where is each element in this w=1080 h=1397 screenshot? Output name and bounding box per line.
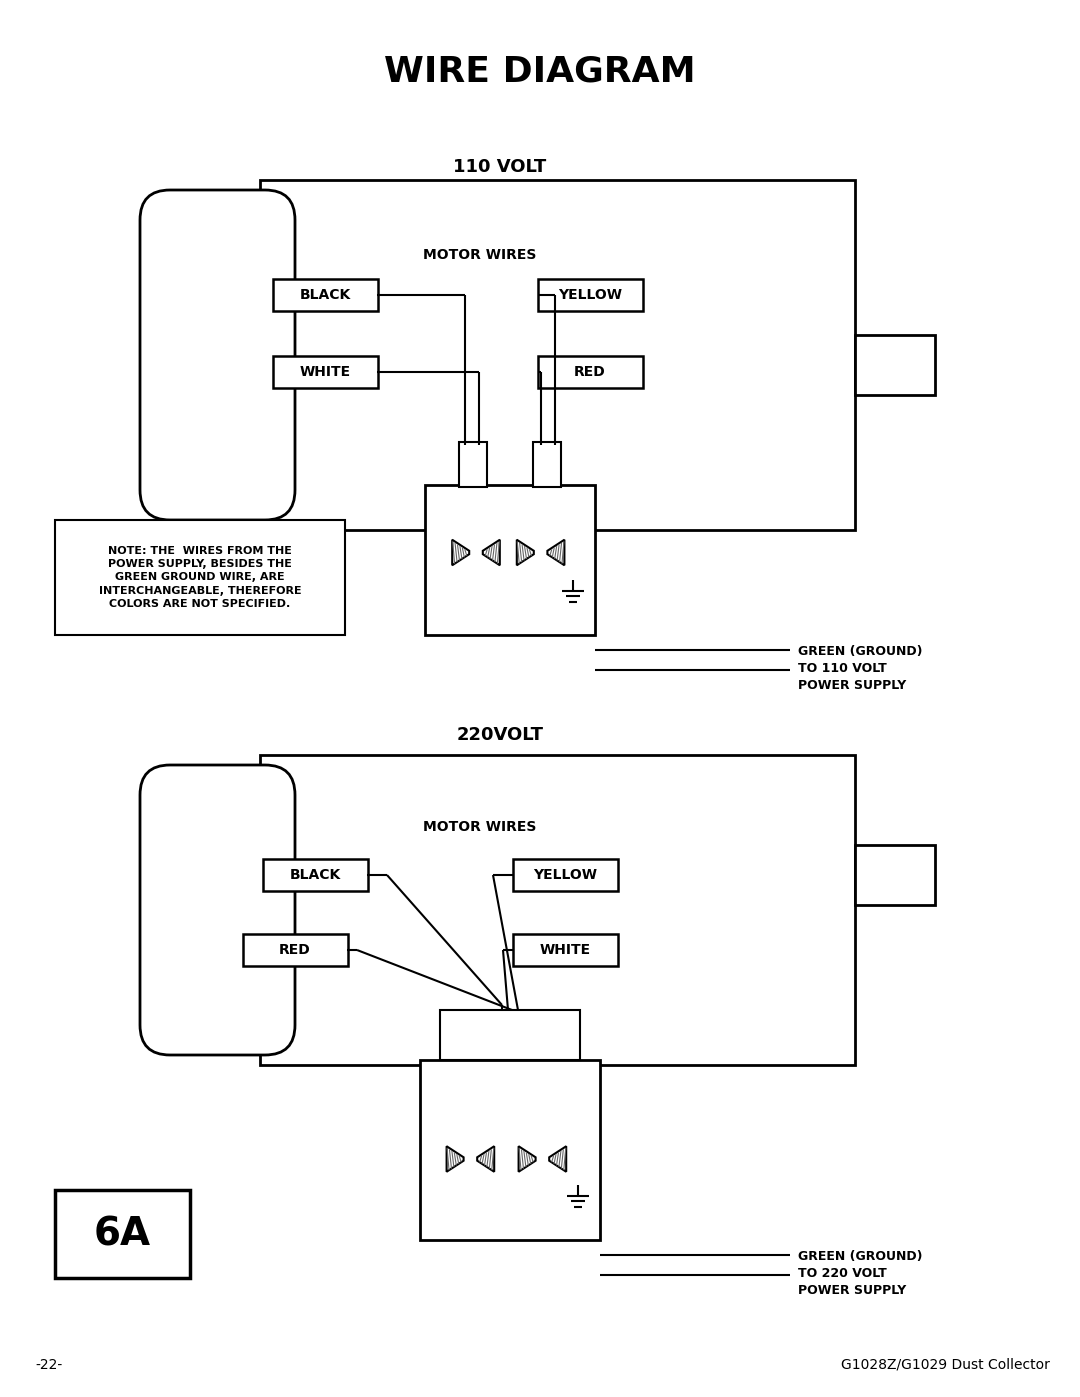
Bar (534, 441, 562, 488)
Bar (855, 335, 935, 395)
Text: BLACK: BLACK (299, 288, 351, 302)
Bar (55, 1190, 190, 1278)
Polygon shape (483, 539, 500, 566)
Polygon shape (550, 1147, 566, 1172)
Bar (538, 356, 643, 388)
Bar (426, 485, 595, 636)
Polygon shape (548, 539, 565, 566)
Bar (855, 845, 935, 905)
FancyBboxPatch shape (140, 190, 295, 520)
Text: -22-: -22- (35, 1358, 63, 1372)
Bar (272, 356, 378, 388)
Text: MOTOR WIRES: MOTOR WIRES (423, 249, 537, 263)
Bar (260, 180, 855, 529)
Text: YELLOW: YELLOW (558, 288, 622, 302)
Text: 6A: 6A (94, 1215, 151, 1253)
Text: YELLOW: YELLOW (534, 868, 597, 882)
Text: RED: RED (279, 943, 311, 957)
Bar (260, 754, 855, 1065)
Bar (262, 859, 367, 891)
Bar (513, 859, 618, 891)
Text: WIRE DIAGRAM: WIRE DIAGRAM (384, 54, 696, 89)
Text: WHITE: WHITE (299, 365, 351, 379)
Text: 220VOLT: 220VOLT (457, 726, 543, 745)
Text: 110 VOLT: 110 VOLT (454, 158, 546, 176)
Bar (243, 935, 348, 965)
Bar (420, 1060, 600, 1241)
Text: BLACK: BLACK (289, 868, 340, 882)
Polygon shape (517, 539, 534, 566)
Text: RED: RED (575, 365, 606, 379)
Text: NOTE: THE  WIRES FROM THE
POWER SUPPLY, BESIDES THE
GREEN GROUND WIRE, ARE
INTER: NOTE: THE WIRES FROM THE POWER SUPPLY, B… (98, 546, 301, 609)
FancyBboxPatch shape (140, 766, 295, 1055)
Polygon shape (447, 1147, 463, 1172)
Bar (55, 520, 345, 636)
Bar (513, 935, 618, 965)
Bar (459, 441, 487, 488)
Text: GREEN (GROUND)
TO 220 VOLT
POWER SUPPLY: GREEN (GROUND) TO 220 VOLT POWER SUPPLY (798, 1250, 922, 1296)
Bar (272, 279, 378, 312)
Polygon shape (453, 539, 469, 566)
Text: WHITE: WHITE (539, 943, 591, 957)
Text: GREEN (GROUND)
TO 110 VOLT
POWER SUPPLY: GREEN (GROUND) TO 110 VOLT POWER SUPPLY (798, 645, 922, 692)
Polygon shape (518, 1147, 536, 1172)
Text: MOTOR WIRES: MOTOR WIRES (423, 820, 537, 834)
Bar (538, 279, 643, 312)
Bar (440, 1010, 580, 1060)
Text: G1028Z/G1029 Dust Collector: G1028Z/G1029 Dust Collector (841, 1358, 1050, 1372)
Polygon shape (477, 1147, 495, 1172)
